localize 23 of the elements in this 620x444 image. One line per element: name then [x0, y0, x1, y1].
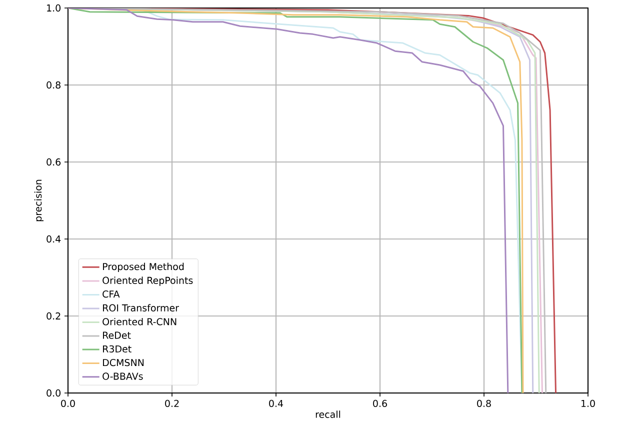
- x-tick-label: 0.0: [61, 400, 75, 408]
- x-tick-label: 0.2: [165, 400, 179, 408]
- y-tick-label: 0.8: [46, 81, 60, 89]
- legend-label: ReDet: [103, 332, 131, 339]
- x-axis-title: recall: [316, 410, 340, 418]
- y-tick-label: 1.0: [47, 4, 60, 12]
- x-tick-label: 0.4: [269, 400, 284, 408]
- x-tick-label: 0.6: [373, 400, 387, 408]
- y-tick-label: 0.2: [46, 312, 60, 320]
- x-tick-label: 0.8: [477, 400, 491, 408]
- legend-label: ROI Transformer: [103, 304, 179, 312]
- legend-label: Proposed Method: [103, 262, 184, 272]
- x-tick-label: 1.0: [582, 400, 595, 408]
- legend-label: CFA: [102, 290, 120, 298]
- y-axis-title: precision: [34, 180, 44, 222]
- y-tick-label: 0.0: [46, 389, 60, 397]
- legend-label: Oriented RepPoints: [102, 276, 193, 286]
- legend-label: Oriented R-CNN: [102, 318, 176, 326]
- legend-label: DCMSNN: [103, 358, 144, 366]
- legend-label: O-BBAVs: [102, 372, 143, 380]
- legend-label: R3Det: [103, 345, 132, 353]
- y-tick-label: 0.6: [46, 158, 61, 166]
- y-tick-label: 0.4: [46, 235, 61, 243]
